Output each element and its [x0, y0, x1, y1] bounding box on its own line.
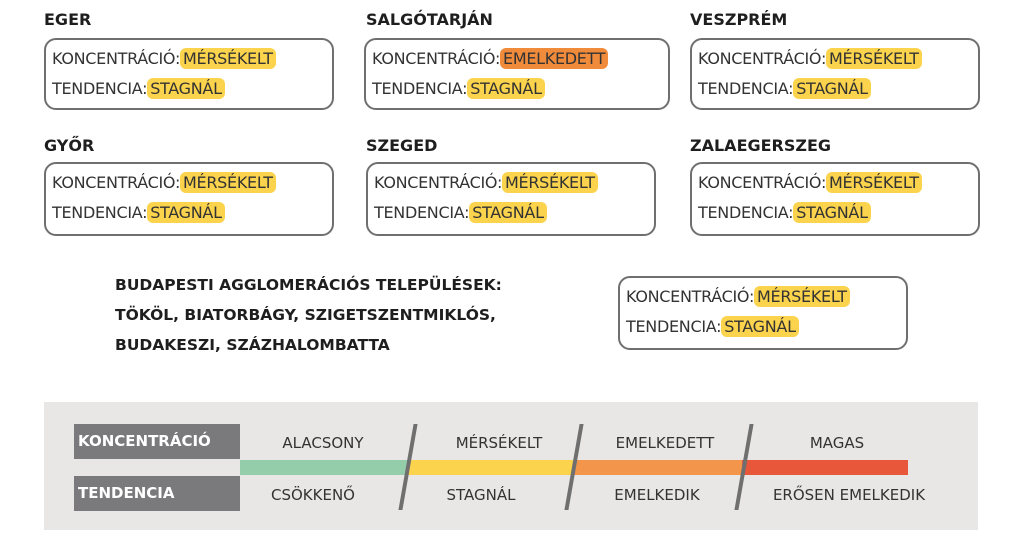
concentration-badge: MÉRSÉKELT	[826, 48, 922, 69]
budapest-line: BUDAPESTI AGGLOMERÁCIÓS TELEPÜLÉSEK:	[115, 276, 502, 294]
status-card: KONCENTRÁCIÓ: MÉRSÉKELT TENDENCIA: STAGNÁL	[366, 162, 656, 236]
budapest-title: BUDAPESTI AGGLOMERÁCIÓS TELEPÜLÉSEK: TÖK…	[115, 270, 502, 360]
status-card: KONCENTRÁCIÓ: MÉRSÉKELT TENDENCIA: STAGNÁL	[690, 38, 980, 110]
concentration-label: KONCENTRÁCIÓ:	[698, 173, 827, 192]
concentration-label: KONCENTRÁCIÓ:	[372, 49, 501, 68]
trend-label: TENDENCIA:	[52, 203, 148, 222]
legend-bar-elevated	[574, 460, 742, 475]
trend-label: TENDENCIA:	[52, 79, 148, 98]
trend-label: TENDENCIA:	[372, 79, 468, 98]
city-name: ZALAEGERSZEG	[690, 136, 832, 155]
concentration-label: KONCENTRÁCIÓ:	[52, 49, 181, 68]
city-name: EGER	[44, 10, 92, 29]
legend-level: MAGAS	[809, 434, 865, 452]
concentration-badge: MÉRSÉKELT	[180, 48, 276, 69]
trend-label: TENDENCIA:	[374, 203, 470, 222]
trend-badge: STAGNÁL	[721, 316, 799, 337]
trend-badge: STAGNÁL	[147, 202, 225, 223]
legend-panel: KONCENTRÁCIÓ TENDENCIA ALACSONY MÉRSÉKEL…	[44, 402, 978, 530]
legend-concentration-label: KONCENTRÁCIÓ	[74, 424, 240, 459]
trend-label: TENDENCIA:	[626, 317, 722, 336]
legend-bar-low	[240, 460, 408, 475]
concentration-label: KONCENTRÁCIÓ:	[698, 49, 827, 68]
trend-badge: STAGNÁL	[793, 202, 871, 223]
legend-trend: STAGNÁL	[446, 486, 516, 504]
status-card: KONCENTRÁCIÓ: EMELKEDETT TENDENCIA: STAGNÁ…	[364, 38, 670, 110]
city-name: SZEGED	[366, 136, 438, 155]
trend-badge: STAGNÁL	[793, 78, 871, 99]
trend-badge: STAGNÁL	[469, 202, 547, 223]
trend-label: TENDENCIA:	[698, 79, 794, 98]
legend-trend: ERŐSEN EMELKEDIK	[772, 486, 926, 504]
status-card: KONCENTRÁCIÓ: MÉRSÉKELT TENDENCIA: STAGNÁL	[44, 38, 334, 110]
legend-bar-moderate	[408, 460, 574, 475]
legend-trend: EMELKEDIK	[614, 486, 700, 504]
trend-badge: STAGNÁL	[147, 78, 225, 99]
trend-badge: STAGNÁL	[467, 78, 545, 99]
legend-bar-high	[742, 460, 908, 475]
budapest-line: BUDAKESZI, SZÁZHALOMBATTA	[115, 336, 390, 354]
legend-level: MÉRSÉKELT	[455, 434, 543, 452]
concentration-label: KONCENTRÁCIÓ:	[52, 173, 181, 192]
trend-label: TENDENCIA:	[698, 203, 794, 222]
city-name: VESZPRÉM	[690, 10, 788, 29]
legend-level: ALACSONY	[282, 434, 364, 452]
concentration-badge: EMELKEDETT	[500, 48, 609, 69]
city-name: SALGÓTARJÁN	[366, 10, 493, 29]
concentration-badge: MÉRSÉKELT	[502, 172, 598, 193]
status-card: KONCENTRÁCIÓ: MÉRSÉKELT TENDENCIA: STAGNÁL	[690, 162, 980, 236]
city-name: GYŐR	[44, 136, 95, 155]
concentration-badge: MÉRSÉKELT	[826, 172, 922, 193]
concentration-badge: MÉRSÉKELT	[180, 172, 276, 193]
concentration-badge: MÉRSÉKELT	[754, 286, 850, 307]
budapest-status-card: KONCENTRÁCIÓ: MÉRSÉKELT TENDENCIA: STAGNÁL	[618, 276, 908, 350]
concentration-label: KONCENTRÁCIÓ:	[374, 173, 503, 192]
legend-trend-label: TENDENCIA	[74, 476, 240, 511]
concentration-label: KONCENTRÁCIÓ:	[626, 287, 755, 306]
legend-trend: CSÖKKENŐ	[271, 486, 355, 504]
budapest-line: TÖKÖL, BIATORBÁGY, SZIGETSZENTMIKLÓS,	[115, 306, 496, 324]
status-card: KONCENTRÁCIÓ: MÉRSÉKELT TENDENCIA: STAGNÁL	[44, 162, 334, 236]
legend-level: EMELKEDETT	[615, 434, 715, 452]
